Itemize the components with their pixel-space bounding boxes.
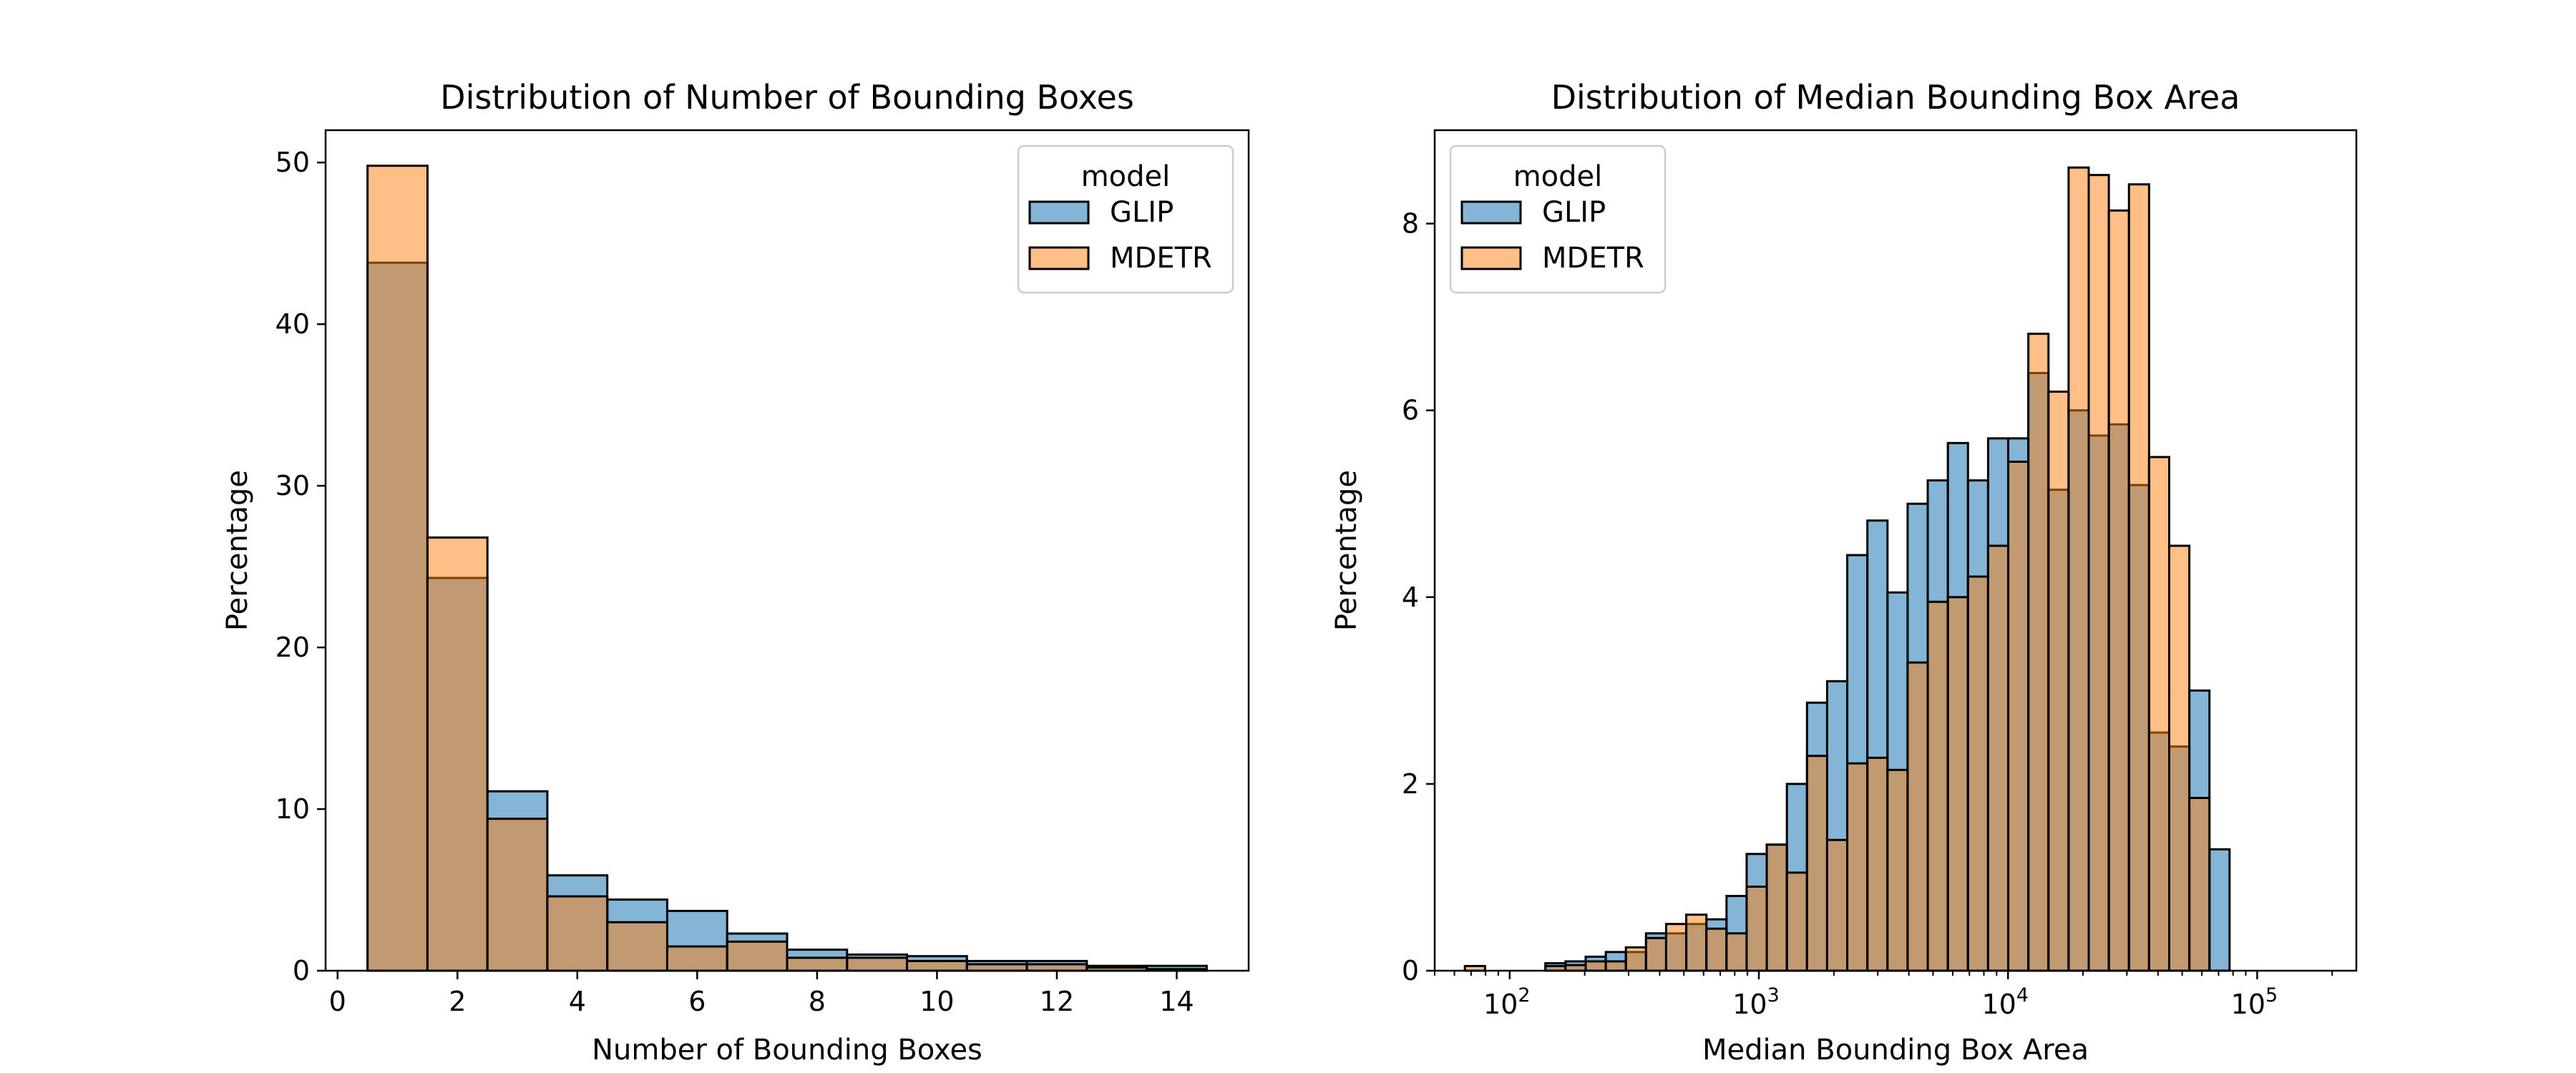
bar-mdetr-36	[2188, 796, 2211, 972]
y-tick-label: 0	[293, 955, 310, 986]
bar-mdetr-6	[1584, 960, 1607, 972]
x-tick-label: 105	[2231, 984, 2278, 1020]
legend-title: model	[1513, 160, 1603, 193]
y-tick-label: 30	[275, 470, 310, 501]
bar-mdetr-14	[1745, 886, 1768, 972]
x-tick-label: 2	[449, 986, 466, 1017]
bar-mdetr-0	[366, 165, 429, 972]
bar-mdetr-7	[1604, 960, 1627, 972]
bar-mdetr-2	[486, 818, 549, 972]
bar-mdetr-12	[1705, 927, 1728, 972]
bar-mdetr-8	[846, 956, 909, 972]
bar-mdetr-32	[2107, 209, 2130, 972]
bar-mdetr-17	[1805, 755, 1828, 972]
bar-mdetr-7	[786, 956, 849, 972]
x-axis-label: Number of Bounding Boxes	[592, 1034, 982, 1067]
y-axis-label: Percentage	[1330, 470, 1363, 631]
bar-mdetr-4	[606, 921, 668, 972]
chart-title: Distribution of Median Bounding Box Area	[1551, 78, 2240, 117]
bar-mdetr-16	[1785, 871, 1808, 972]
legend-swatch-glip	[1460, 200, 1522, 225]
bar-mdetr-28	[2027, 333, 2050, 972]
legend-title: model	[1081, 160, 1171, 193]
legend-label-glip: GLIP	[1542, 196, 1606, 229]
bar-mdetr-9	[906, 959, 968, 972]
bar-mdetr-3	[546, 895, 609, 972]
bar-mdetr-25	[1966, 575, 1989, 972]
x-tick-label: 6	[688, 986, 706, 1017]
bar-mdetr-24	[1946, 596, 1969, 972]
series-mdetr	[366, 165, 1208, 972]
bar-mdetr-15	[1765, 843, 1788, 972]
bar-mdetr-8	[1624, 946, 1647, 972]
bar-mdetr-27	[2007, 460, 2030, 972]
bar-mdetr-22	[1906, 661, 1929, 972]
y-tick-label: 40	[275, 308, 310, 340]
legend-label-glip: GLIP	[1110, 196, 1174, 229]
x-tick-label: 0	[329, 986, 346, 1017]
y-tick-label: 8	[1402, 208, 1419, 240]
x-axis-label: Median Bounding Box Area	[1702, 1034, 2089, 1067]
bar-mdetr-34	[2147, 456, 2170, 972]
chart-median-box-area: 0 2 4 6 8 102 103 104 105 Distribution of Median …	[1330, 78, 2358, 1067]
axes-frame	[324, 129, 1250, 972]
bar-mdetr-31	[2087, 174, 2110, 972]
bar-mdetr-30	[2067, 166, 2090, 972]
y-tick-label: 20	[275, 632, 310, 663]
bar-mdetr-1	[426, 536, 489, 972]
x-tick-label: 102	[1483, 984, 1531, 1020]
bar-mdetr-33	[2127, 183, 2150, 972]
y-tick-label: 4	[1402, 582, 1419, 613]
bar-mdetr-35	[2167, 544, 2191, 972]
x-tick-label: 12	[1040, 986, 1074, 1017]
x-tick-label: 14	[1159, 986, 1194, 1017]
axes-frame	[1433, 129, 2358, 972]
bar-mdetr-11	[1025, 963, 1088, 972]
x-tick-label: 103	[1732, 984, 1780, 1020]
legend-swatch-mdetr	[1028, 246, 1090, 270]
bar-mdetr-13	[1725, 932, 1748, 972]
series-mdetr	[1463, 166, 2211, 972]
chart-title: Distribution of Number of Bounding Boxes	[440, 78, 1134, 117]
x-tick-label: 4	[569, 986, 586, 1017]
legend-label-mdetr: MDETR	[1110, 242, 1212, 275]
y-tick-label: 0	[1402, 955, 1419, 986]
bar-mdetr-10	[965, 963, 1028, 972]
bar-mdetr-9	[1644, 936, 1667, 972]
bar-mdetr-19	[1846, 762, 1869, 972]
bar-mdetr-23	[1926, 600, 1949, 972]
bar-glip-37	[2208, 848, 2231, 972]
bar-mdetr-20	[1866, 756, 1889, 972]
y-tick-label: 50	[275, 147, 310, 178]
legend-swatch-glip	[1028, 200, 1090, 225]
bar-mdetr-10	[1664, 923, 1688, 972]
bar-mdetr-26	[1986, 544, 2010, 972]
bar-mdetr-21	[1886, 768, 1909, 972]
x-tick-label: 8	[809, 986, 826, 1017]
y-tick-label: 2	[1402, 768, 1419, 800]
bar-mdetr-5	[665, 945, 728, 972]
legend-label-mdetr: MDETR	[1542, 242, 1644, 275]
x-tick-label: 104	[1981, 984, 2029, 1020]
legend-swatch-mdetr	[1460, 246, 1522, 270]
chart-number-of-boxes: 0 10 20 30 40 50 0 2 4 6 8 10 12 14 Distribution of Nu…	[221, 78, 1250, 1067]
bar-mdetr-6	[726, 940, 789, 972]
x-tick-label: 10	[919, 986, 954, 1017]
y-tick-label: 6	[1402, 395, 1419, 426]
bar-mdetr-11	[1685, 913, 1708, 972]
y-axis-label: Percentage	[221, 470, 254, 631]
bar-mdetr-18	[1825, 838, 1849, 972]
y-tick-label: 10	[275, 793, 310, 825]
bar-mdetr-29	[2047, 391, 2070, 972]
